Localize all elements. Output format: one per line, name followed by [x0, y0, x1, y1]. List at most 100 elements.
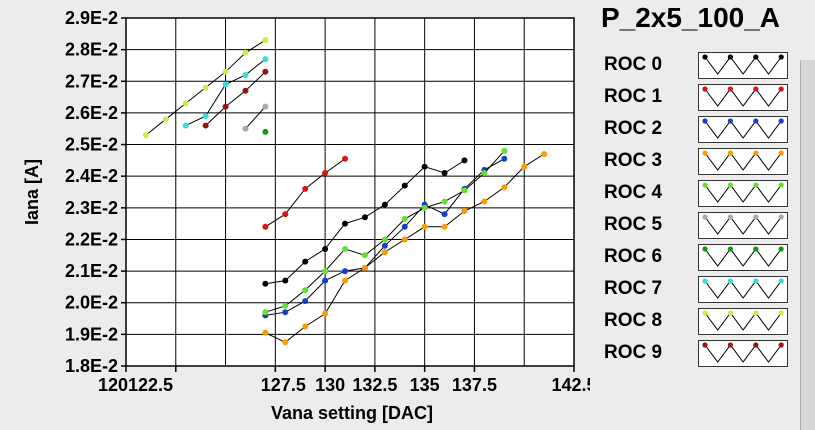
- legend-marker: [753, 246, 759, 252]
- x-tick-label: 122.5: [128, 375, 173, 395]
- legend-marker: [702, 54, 708, 60]
- series-roc-5: [242, 103, 269, 132]
- legend-label: ROC 6: [604, 246, 663, 267]
- legend-swatch: [698, 84, 788, 111]
- legend-line: [704, 120, 782, 139]
- data-point: [282, 277, 289, 284]
- legend-label: ROC 8: [604, 310, 663, 331]
- data-point: [322, 170, 329, 177]
- legend-marker: [727, 118, 733, 124]
- legend-swatch-graphic: [702, 214, 784, 235]
- x-tick-label: 127.5: [261, 375, 306, 395]
- data-point: [342, 155, 349, 162]
- series-line: [205, 71, 266, 126]
- data-point: [381, 249, 388, 256]
- data-point: [342, 220, 349, 227]
- data-point: [361, 264, 368, 271]
- legend-item: ROC 6: [590, 244, 800, 272]
- legend-marker: [702, 214, 708, 220]
- x-tick-label: 142.5: [551, 375, 590, 395]
- legend-swatch-graphic: [702, 342, 784, 363]
- data-point: [262, 56, 269, 63]
- data-point: [541, 151, 548, 158]
- x-tick-label: 130: [315, 375, 345, 395]
- legend-label: ROC 0: [604, 54, 663, 75]
- data-point: [501, 155, 508, 162]
- legend-item: ROC 0: [590, 52, 800, 80]
- data-point: [242, 125, 249, 132]
- data-point: [262, 68, 269, 75]
- data-point: [302, 298, 309, 305]
- data-point: [381, 242, 388, 249]
- legend-marker: [702, 86, 708, 92]
- legend-marker: [727, 150, 733, 156]
- legend-swatch: [698, 308, 788, 335]
- legend-marker: [702, 278, 708, 284]
- legend-marker: [753, 310, 759, 316]
- data-point: [421, 223, 428, 230]
- series-roc-7: [182, 56, 269, 129]
- legend-line: [704, 56, 782, 75]
- data-point: [302, 287, 309, 294]
- data-point: [481, 170, 488, 177]
- y-tick-label: 2.9E-2: [65, 8, 118, 28]
- legend-label: ROC 1: [604, 86, 663, 107]
- y-tick-label: 2.1E-2: [65, 261, 118, 281]
- y-tick-label: 2.7E-2: [65, 71, 118, 91]
- legend-swatch-graphic: [702, 182, 784, 203]
- legend-swatch-graphic: [702, 246, 784, 267]
- data-point: [401, 182, 408, 189]
- scrollbar[interactable]: [800, 60, 815, 430]
- series-line: [245, 106, 266, 130]
- series-roc-4: [262, 147, 508, 316]
- data-point: [401, 223, 408, 230]
- legend-marker: [753, 214, 759, 220]
- legend-marker: [702, 118, 708, 124]
- legend-label: ROC 5: [604, 214, 663, 235]
- y-tick-label: 2.2E-2: [65, 229, 118, 249]
- legend-marker: [778, 150, 784, 156]
- legend-marker: [753, 150, 759, 156]
- y-tick-label: 2.8E-2: [65, 40, 118, 60]
- legend-marker: [702, 182, 708, 188]
- data-point: [322, 268, 329, 275]
- legend-item: ROC 5: [590, 212, 800, 240]
- legend-item: ROC 2: [590, 116, 800, 144]
- data-point: [182, 100, 189, 107]
- legend-item: ROC 1: [590, 84, 800, 112]
- data-point: [381, 201, 388, 208]
- data-series: [142, 37, 548, 346]
- data-point: [421, 204, 428, 211]
- data-point: [282, 309, 289, 316]
- legend-line: [704, 88, 782, 107]
- legend-item: ROC 9: [590, 340, 800, 368]
- data-point: [322, 277, 329, 284]
- legend-swatch-graphic: [702, 310, 784, 331]
- series-roc-8: [142, 37, 269, 139]
- x-tick-label: 135: [410, 375, 440, 395]
- data-point: [222, 103, 229, 110]
- legend-label: ROC 4: [604, 182, 663, 203]
- legend-swatch-graphic: [702, 118, 784, 139]
- data-point: [361, 214, 368, 221]
- legend-marker: [778, 182, 784, 188]
- series-roc-9: [202, 68, 269, 129]
- data-point: [381, 236, 388, 243]
- data-point: [182, 122, 189, 129]
- legend-marker: [778, 118, 784, 124]
- series-roc-0: [262, 157, 468, 287]
- plot-background: [125, 17, 575, 367]
- legend-label: ROC 3: [604, 150, 663, 171]
- legend-marker: [702, 310, 708, 316]
- data-point: [202, 122, 209, 129]
- legend-marker: [702, 342, 708, 348]
- data-point: [302, 258, 309, 265]
- x-tick-label: 132.5: [352, 375, 397, 395]
- data-point: [242, 87, 249, 94]
- data-point: [401, 236, 408, 243]
- legend-line: [704, 216, 782, 235]
- legend-marker: [702, 150, 708, 156]
- legend-marker: [727, 278, 733, 284]
- data-point: [262, 223, 269, 230]
- data-point: [282, 339, 289, 346]
